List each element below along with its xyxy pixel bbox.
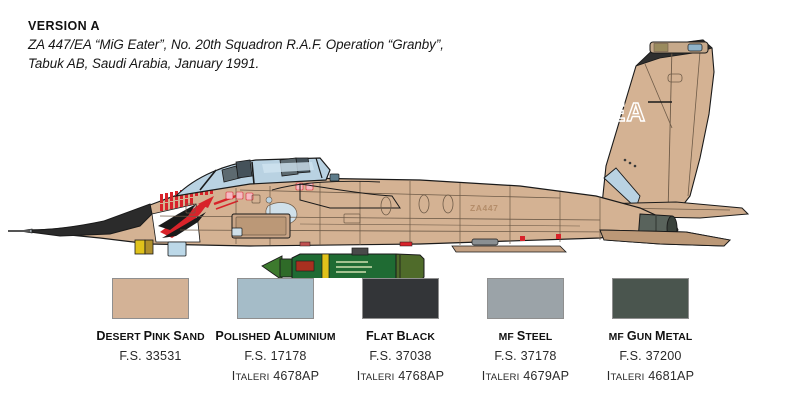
fuselage: ZA447 — [8, 163, 663, 257]
swatch-fs-code: F.S. 33531 — [119, 349, 182, 364]
swatch-mf-gun-metal: MF GUN METAL F.S. 37200 ITALERI 4681AP — [588, 278, 713, 396]
underfuselage-bomb — [261, 247, 425, 278]
cockpit-canopy — [174, 157, 331, 197]
swatch-fs-code: F.S. 17178 — [244, 349, 307, 364]
swatch-chip — [112, 278, 189, 319]
swatch-fs-code: F.S. 37200 — [619, 349, 682, 364]
aircraft-side-profile-illustration: EA — [0, 18, 800, 278]
swatch-desert-pink-sand: DESERT PINK SAND F.S. 33531 — [88, 278, 213, 396]
italeri-number: 4678AP — [273, 368, 320, 383]
swatch-italeri-code: ITALERI 4681AP — [606, 368, 695, 383]
swatch-name: FLAT BLACK — [366, 329, 435, 343]
fuselage-serial-text: ZA447 — [470, 203, 499, 213]
version-subtitle-line-2: Tabuk AB, Saudi Arabia, January 1991. — [28, 56, 260, 72]
italeri-number: 4768AP — [398, 368, 445, 383]
swatch-name: MF STEEL — [498, 329, 553, 343]
swatch-name: DESERT PINK SAND — [96, 329, 205, 343]
swatch-italeri-code: ITALERI 4768AP — [356, 368, 445, 383]
swatch-chip — [362, 278, 439, 319]
version-subtitle-line-1: ZA 447/EA “MiG Eater”, No. 20th Squadron… — [28, 37, 444, 53]
swatch-chip — [487, 278, 564, 319]
italeri-number: 4679AP — [523, 368, 570, 383]
swatch-chip — [612, 278, 689, 319]
aircraft-group: EA — [8, 39, 750, 278]
swatch-flat-black: FLAT BLACK F.S. 37038 ITALERI 4768AP — [338, 278, 463, 396]
vertical-tail-fin: EA — [600, 39, 715, 215]
swatch-name: MF GUN METAL — [608, 329, 693, 343]
underwing-stores — [451, 238, 567, 253]
italeri-number: 4681AP — [648, 368, 695, 383]
page-title: VERSION A — [28, 19, 100, 33]
version-header: VERSION A ZA 447/EA “MiG Eater”, No. 20t… — [28, 19, 588, 73]
swatch-polished-aluminium: POLISHED ALUMINIUM F.S. 17178 ITALERI 46… — [213, 278, 338, 396]
swatch-chip — [237, 278, 314, 319]
swatch-mf-steel: MF STEEL F.S. 37178 ITALERI 4679AP — [463, 278, 588, 396]
swatch-italeri-code: ITALERI 4678AP — [231, 368, 320, 383]
lower-stabilizer — [599, 229, 731, 247]
color-legend: DESERT PINK SAND F.S. 33531 POLISHED ALU… — [0, 278, 800, 396]
swatch-name: POLISHED ALUMINIUM — [215, 329, 336, 343]
swatch-fs-code: F.S. 37178 — [494, 349, 557, 364]
swatch-italeri-code: ITALERI 4679AP — [481, 368, 570, 383]
tail-code-text: EA — [608, 97, 646, 127]
swatch-fs-code: F.S. 37038 — [369, 349, 432, 364]
